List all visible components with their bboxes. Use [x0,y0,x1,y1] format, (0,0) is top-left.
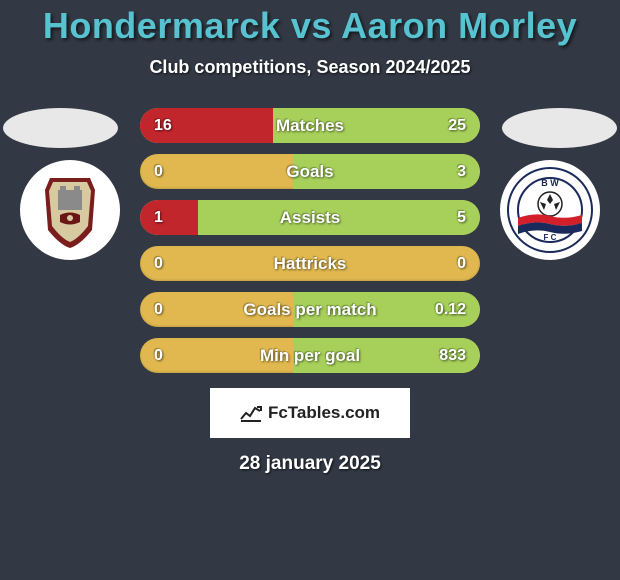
stat-bar-row: 16 25 Matches [140,108,480,143]
club-badge-right-icon: B W F C [500,160,600,260]
stat-value-left: 0 [154,163,163,181]
stat-label: Hattricks [274,254,347,274]
stat-bar-row: 1 5 Assists [140,200,480,235]
stat-value-left: 0 [154,255,163,273]
stat-value-right: 25 [448,117,466,135]
stat-bar-left-fill [140,200,198,235]
stat-value-right: 5 [457,209,466,227]
page-title: Hondermarck vs Aaron Morley [0,5,620,47]
stat-bar-row: 0 833 Min per goal [140,338,480,373]
stat-value-right: 3 [457,163,466,181]
stat-bar-row: 0 3 Goals [140,154,480,189]
svg-text:F C: F C [544,233,557,242]
club-badge-left-icon [20,160,120,260]
attribution-box: FcTables.com [210,388,410,438]
stat-bar-row: 0 0.12 Goals per match [140,292,480,327]
chart-up-icon [240,404,262,422]
stat-label: Goals per match [243,300,376,320]
comparison-area: B W F C 16 25 Matches 0 3 Goals 1 5 Assists 0 0 Hat… [0,108,620,373]
stat-value-right: 0 [457,255,466,273]
player-right-avatar-placeholder [502,108,617,148]
infographic-container: Hondermarck vs Aaron Morley Club competi… [0,0,620,580]
stat-value-left: 0 [154,347,163,365]
date-label: 28 january 2025 [0,453,620,475]
stat-label: Min per goal [260,346,360,366]
stat-bar-row: 0 0 Hattricks [140,246,480,281]
stat-label: Goals [286,162,333,182]
player-left-club-badge [20,160,120,260]
svg-text:B W: B W [541,178,559,188]
stat-value-right: 833 [439,347,466,365]
player-left-avatar-placeholder [3,108,118,148]
player-right-club-badge: B W F C [500,160,600,260]
attribution-text: FcTables.com [268,403,380,423]
stat-value-left: 0 [154,301,163,319]
stat-label: Assists [280,208,340,228]
stat-label: Matches [276,116,344,136]
stat-value-left: 16 [154,117,172,135]
stat-value-right: 0.12 [435,301,466,319]
stat-bars: 1625Matches03Goals15Assists00Hattricks00… [140,108,480,373]
page-subtitle: Club competitions, Season 2024/2025 [0,57,620,78]
stat-value-left: 1 [154,209,163,227]
